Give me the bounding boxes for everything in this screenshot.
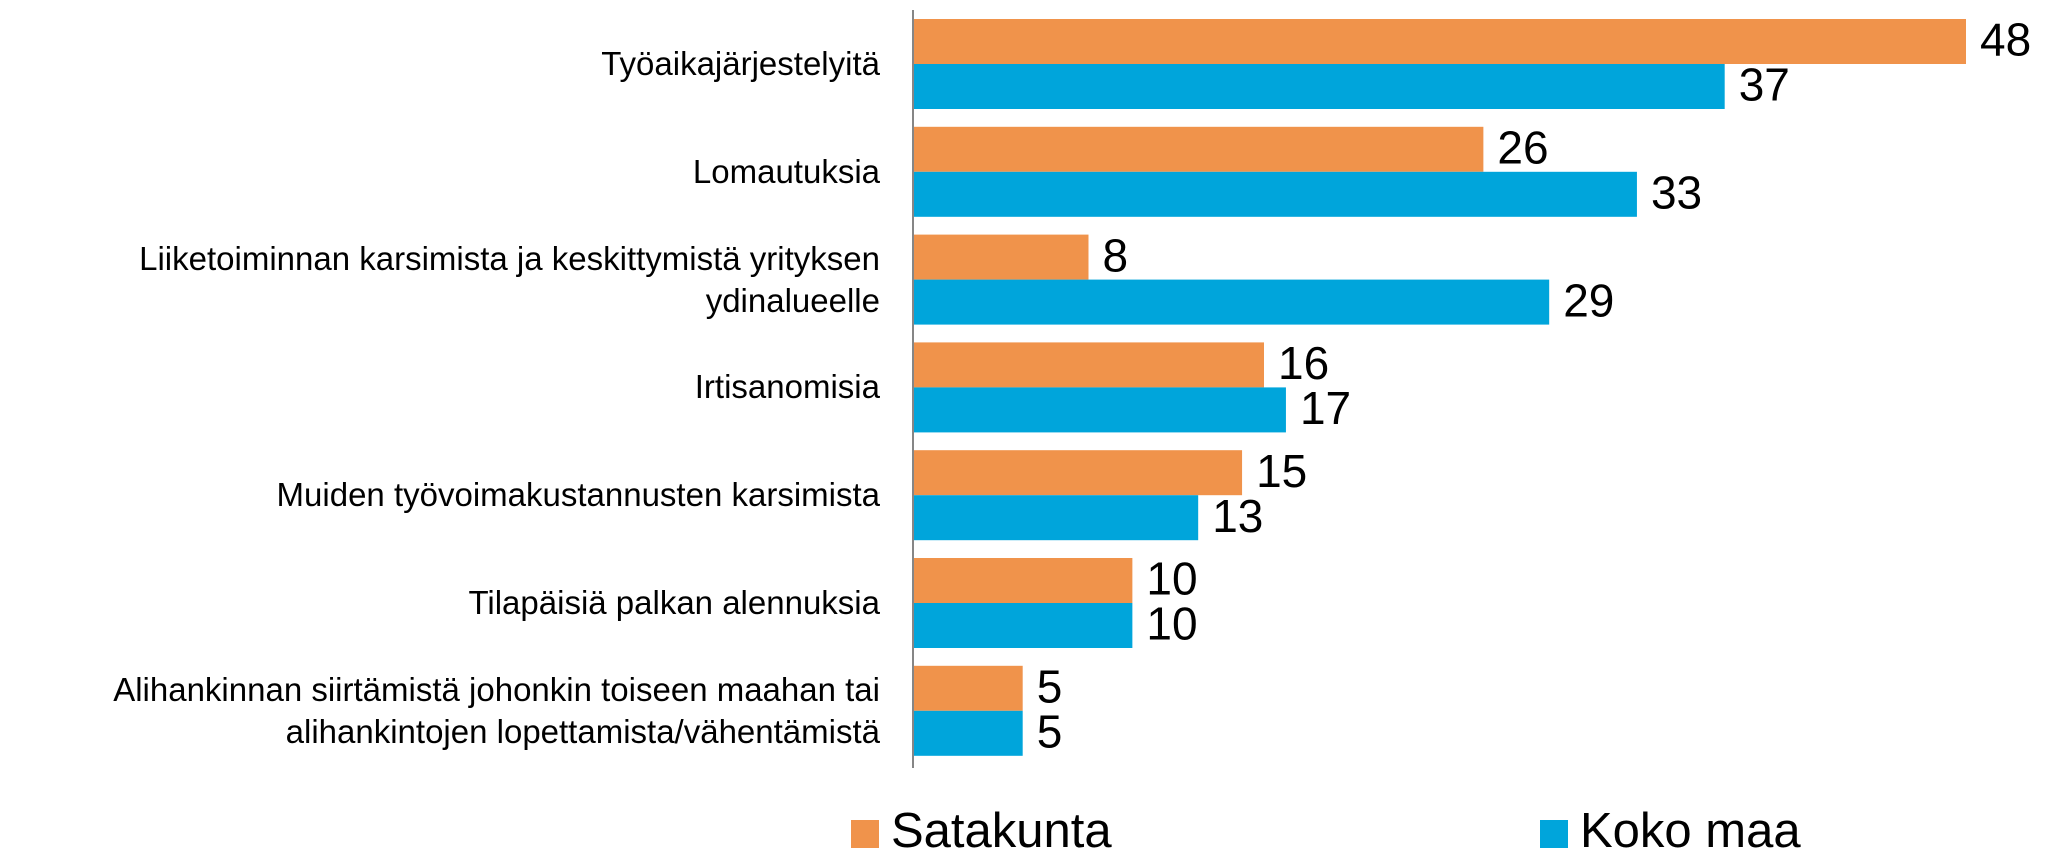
value-label: 29 [1563,274,1614,326]
value-label: 5 [1037,705,1063,757]
bar [913,558,1133,603]
bar [913,234,1089,280]
value-label: 10 [1146,598,1197,650]
category-label: Työaikajärjestelyitä [601,45,880,82]
bar [913,19,1966,64]
legend-label: Koko maa [1580,804,1801,852]
value-label: 5 [1037,660,1063,712]
category-label: Alihankinnan siirtämistä johonkin toisee… [113,670,880,750]
value-label: 8 [1103,229,1129,281]
category-label: Lomautuksia [692,152,880,190]
bar [913,126,1484,172]
bar [913,64,1725,109]
value-label: 13 [1212,490,1263,542]
category-label: Irtisanomisia [694,368,880,406]
bar [913,710,1023,756]
bar [913,342,1264,388]
bar [913,603,1133,648]
bar [913,387,1286,433]
value-label: 10 [1146,553,1197,605]
legend-swatch [1540,820,1568,848]
value-label: 26 [1497,121,1548,173]
value-label: 37 [1739,59,1790,111]
bar [913,279,1550,325]
bar [913,450,1243,496]
legend-swatch [851,820,879,848]
bar [913,171,1637,217]
value-label: 16 [1278,337,1329,389]
value-label: 17 [1300,382,1351,434]
bar [913,665,1023,711]
category-label: Liiketoiminnan karsimista ja keskittymis… [139,239,880,319]
category-label: Muiden työvoimakustannusten karsimista [276,476,880,514]
category-label: Tilapäisiä palkan alennuksia [468,584,880,621]
value-label: 33 [1651,166,1702,218]
value-label: 48 [1980,14,2031,66]
legend-label: Satakunta [891,804,1112,852]
value-label: 15 [1256,445,1307,497]
bar [913,495,1199,541]
